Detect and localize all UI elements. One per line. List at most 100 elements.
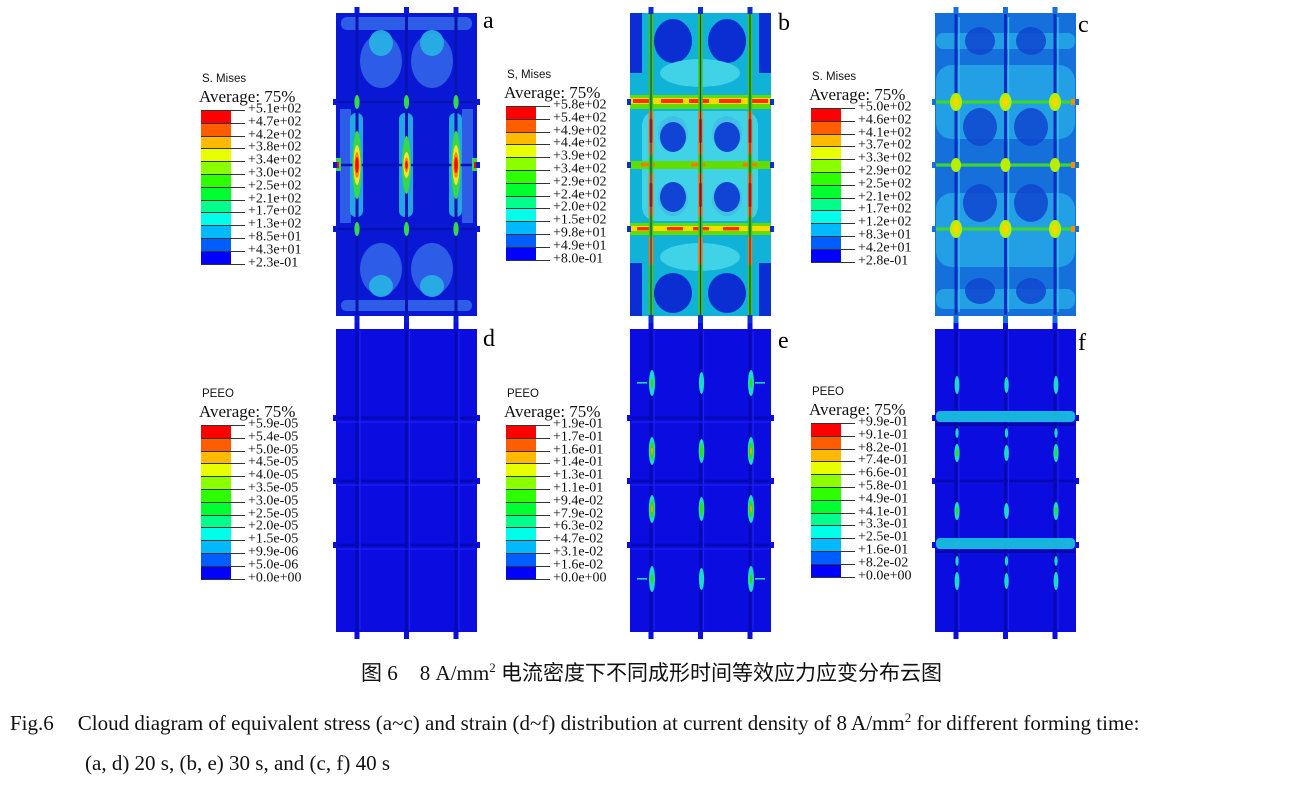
legend-tick-line (506, 540, 550, 542)
legend-tick-label: +6.3e-02 (553, 518, 604, 534)
legend-tick-line (201, 238, 245, 239)
legend-color-band (201, 450, 231, 464)
legend-tick-label: +1.9e-01 (553, 416, 604, 432)
legend-tick-label: +7.9e-02 (553, 506, 604, 522)
caption-cn-figno: 图 6 (361, 661, 398, 685)
legend-color-band (201, 161, 231, 174)
legend-color-band (811, 235, 841, 249)
legend-tick-line (811, 512, 855, 514)
legend-colorbar-area: +9.9e-01 +9.1e-01 +8.2e-01 +7.4e-01 +6.6e-01… (811, 415, 957, 593)
legend-tick-label: +0.0e+00 (248, 570, 302, 586)
legend-color-band (201, 110, 231, 123)
legend-tick-label: +2.5e+02 (248, 178, 302, 194)
legend-tick-label: +3.0e-05 (248, 493, 299, 509)
legend-tick-label: +6.6e-01 (858, 465, 909, 481)
legend-tick-label: +1.7e+02 (248, 203, 302, 219)
legend-tick-label: +4.9e+01 (553, 238, 607, 254)
legend-tick-label: +2.3e-01 (248, 255, 299, 271)
legend-color-band (506, 169, 536, 183)
legend-tick-label: +3.4e+02 (248, 152, 302, 168)
legend-tick-line (506, 234, 550, 235)
legend-color-band (506, 552, 536, 566)
legend-tick-label: +5.1e+02 (248, 101, 302, 117)
legend-color-band (201, 527, 231, 541)
legend-subtitle: Average: 75% (504, 402, 601, 421)
legend-tick-line (811, 487, 855, 488)
legend-color-band (811, 538, 841, 551)
legend-color-band (506, 208, 536, 222)
legend-color-band (506, 106, 536, 119)
legend-tick-line (506, 195, 550, 197)
legend-tick-line (201, 437, 245, 439)
legend-title: PEEO (202, 388, 234, 400)
legend-tick-label: +8.5e+01 (248, 229, 302, 245)
legend-tick-label: +2.5e-01 (858, 529, 909, 545)
legend-tick-label: +3.8e+02 (248, 139, 302, 155)
legend-tick-label: +4.6e+02 (858, 112, 912, 128)
legend-tick-label: +1.3e-01 (553, 467, 604, 483)
legend-tick-label: +9.9e-01 (858, 414, 909, 430)
legend-tick-label: +4.9e-01 (858, 491, 909, 507)
legend-color-band (201, 552, 231, 566)
legend-color-band (811, 197, 841, 211)
legend-tick-line (506, 514, 550, 516)
caption-en-figno: Fig.6 (10, 711, 54, 735)
legend-tick-label: +4.7e+02 (248, 114, 302, 130)
legend-tick-label: +4.2e+02 (248, 127, 302, 143)
legend-tick-line (201, 225, 245, 227)
legend-tick-line (201, 174, 245, 175)
legend-color-band (506, 450, 536, 464)
legend-tick-label: +1.6e-01 (858, 542, 909, 558)
legend-tick-line (506, 527, 550, 529)
legend-tick-label: +1.7e-01 (553, 429, 604, 445)
legend-color-band (506, 195, 536, 209)
legend-tick-line (811, 146, 855, 148)
legend-color-band (811, 146, 841, 160)
legend-color-band (811, 499, 841, 513)
legend-tick-line (201, 489, 245, 490)
legend-color-band (201, 237, 231, 251)
legend-color-band (506, 514, 536, 528)
legend-tick-label: +0.0e+00 (858, 568, 912, 584)
legend-panel-a: S. Mises Average: 75% +5.1e+02 +4.7e+02 +4… (199, 73, 349, 288)
legend-tick-label: +9.8e+01 (553, 225, 607, 241)
legend-tick-line (201, 122, 245, 124)
legend-color-band (811, 248, 841, 262)
caption-en-text-post: for different forming time: (911, 711, 1140, 735)
legend-color-band (201, 488, 231, 502)
legend-tick-line (811, 435, 855, 437)
legend-tick-line (506, 144, 550, 146)
legend-tick-label: +8.2e-02 (858, 555, 909, 571)
legend-tick-line (811, 261, 855, 263)
legend-color-band (201, 501, 231, 515)
legend-color-band (506, 501, 536, 515)
legend-tick-line (201, 110, 245, 111)
legend-tick-line (201, 135, 245, 137)
legend-color-band (201, 540, 231, 553)
legend-tick-label: +1.3e+02 (248, 216, 302, 232)
legend-color-band (201, 199, 231, 213)
contour-plot-strain-20s (333, 323, 480, 639)
legend-tick-line (201, 161, 245, 163)
legend-colorbar (506, 106, 536, 260)
caption-en-superscript: 2 (904, 710, 912, 725)
legend-tick-label: +5.8e-01 (858, 478, 909, 494)
legend-colorbar (201, 425, 231, 579)
legend-tick-label: +2.9e+02 (858, 163, 912, 179)
panel-letter-b: b (778, 10, 790, 36)
legend-tick-label: +3.0e+02 (248, 165, 302, 181)
legend-tick-line (811, 499, 855, 501)
caption-cn-text-post: 电流密度下不同成形时间等效应力应变分布云图 (495, 661, 942, 685)
legend-color-band (201, 476, 231, 489)
legend-tick-line (506, 221, 550, 223)
legend-panel-c: S. Mises Average: 75% +5.0e+02 +4.6e+02 +4… (809, 71, 959, 286)
legend-color-band (811, 435, 841, 449)
legend-tick-label: +2.0e+02 (553, 199, 607, 215)
legend-tick-line (506, 208, 550, 210)
legend-color-band (811, 159, 841, 172)
legend-tick-line (811, 133, 855, 135)
legend-tick-label: +1.5e+02 (553, 212, 607, 228)
legend-tick-label: +5.9e-05 (248, 416, 299, 432)
legend-color-band (811, 133, 841, 147)
legend-tick-line (506, 463, 550, 465)
